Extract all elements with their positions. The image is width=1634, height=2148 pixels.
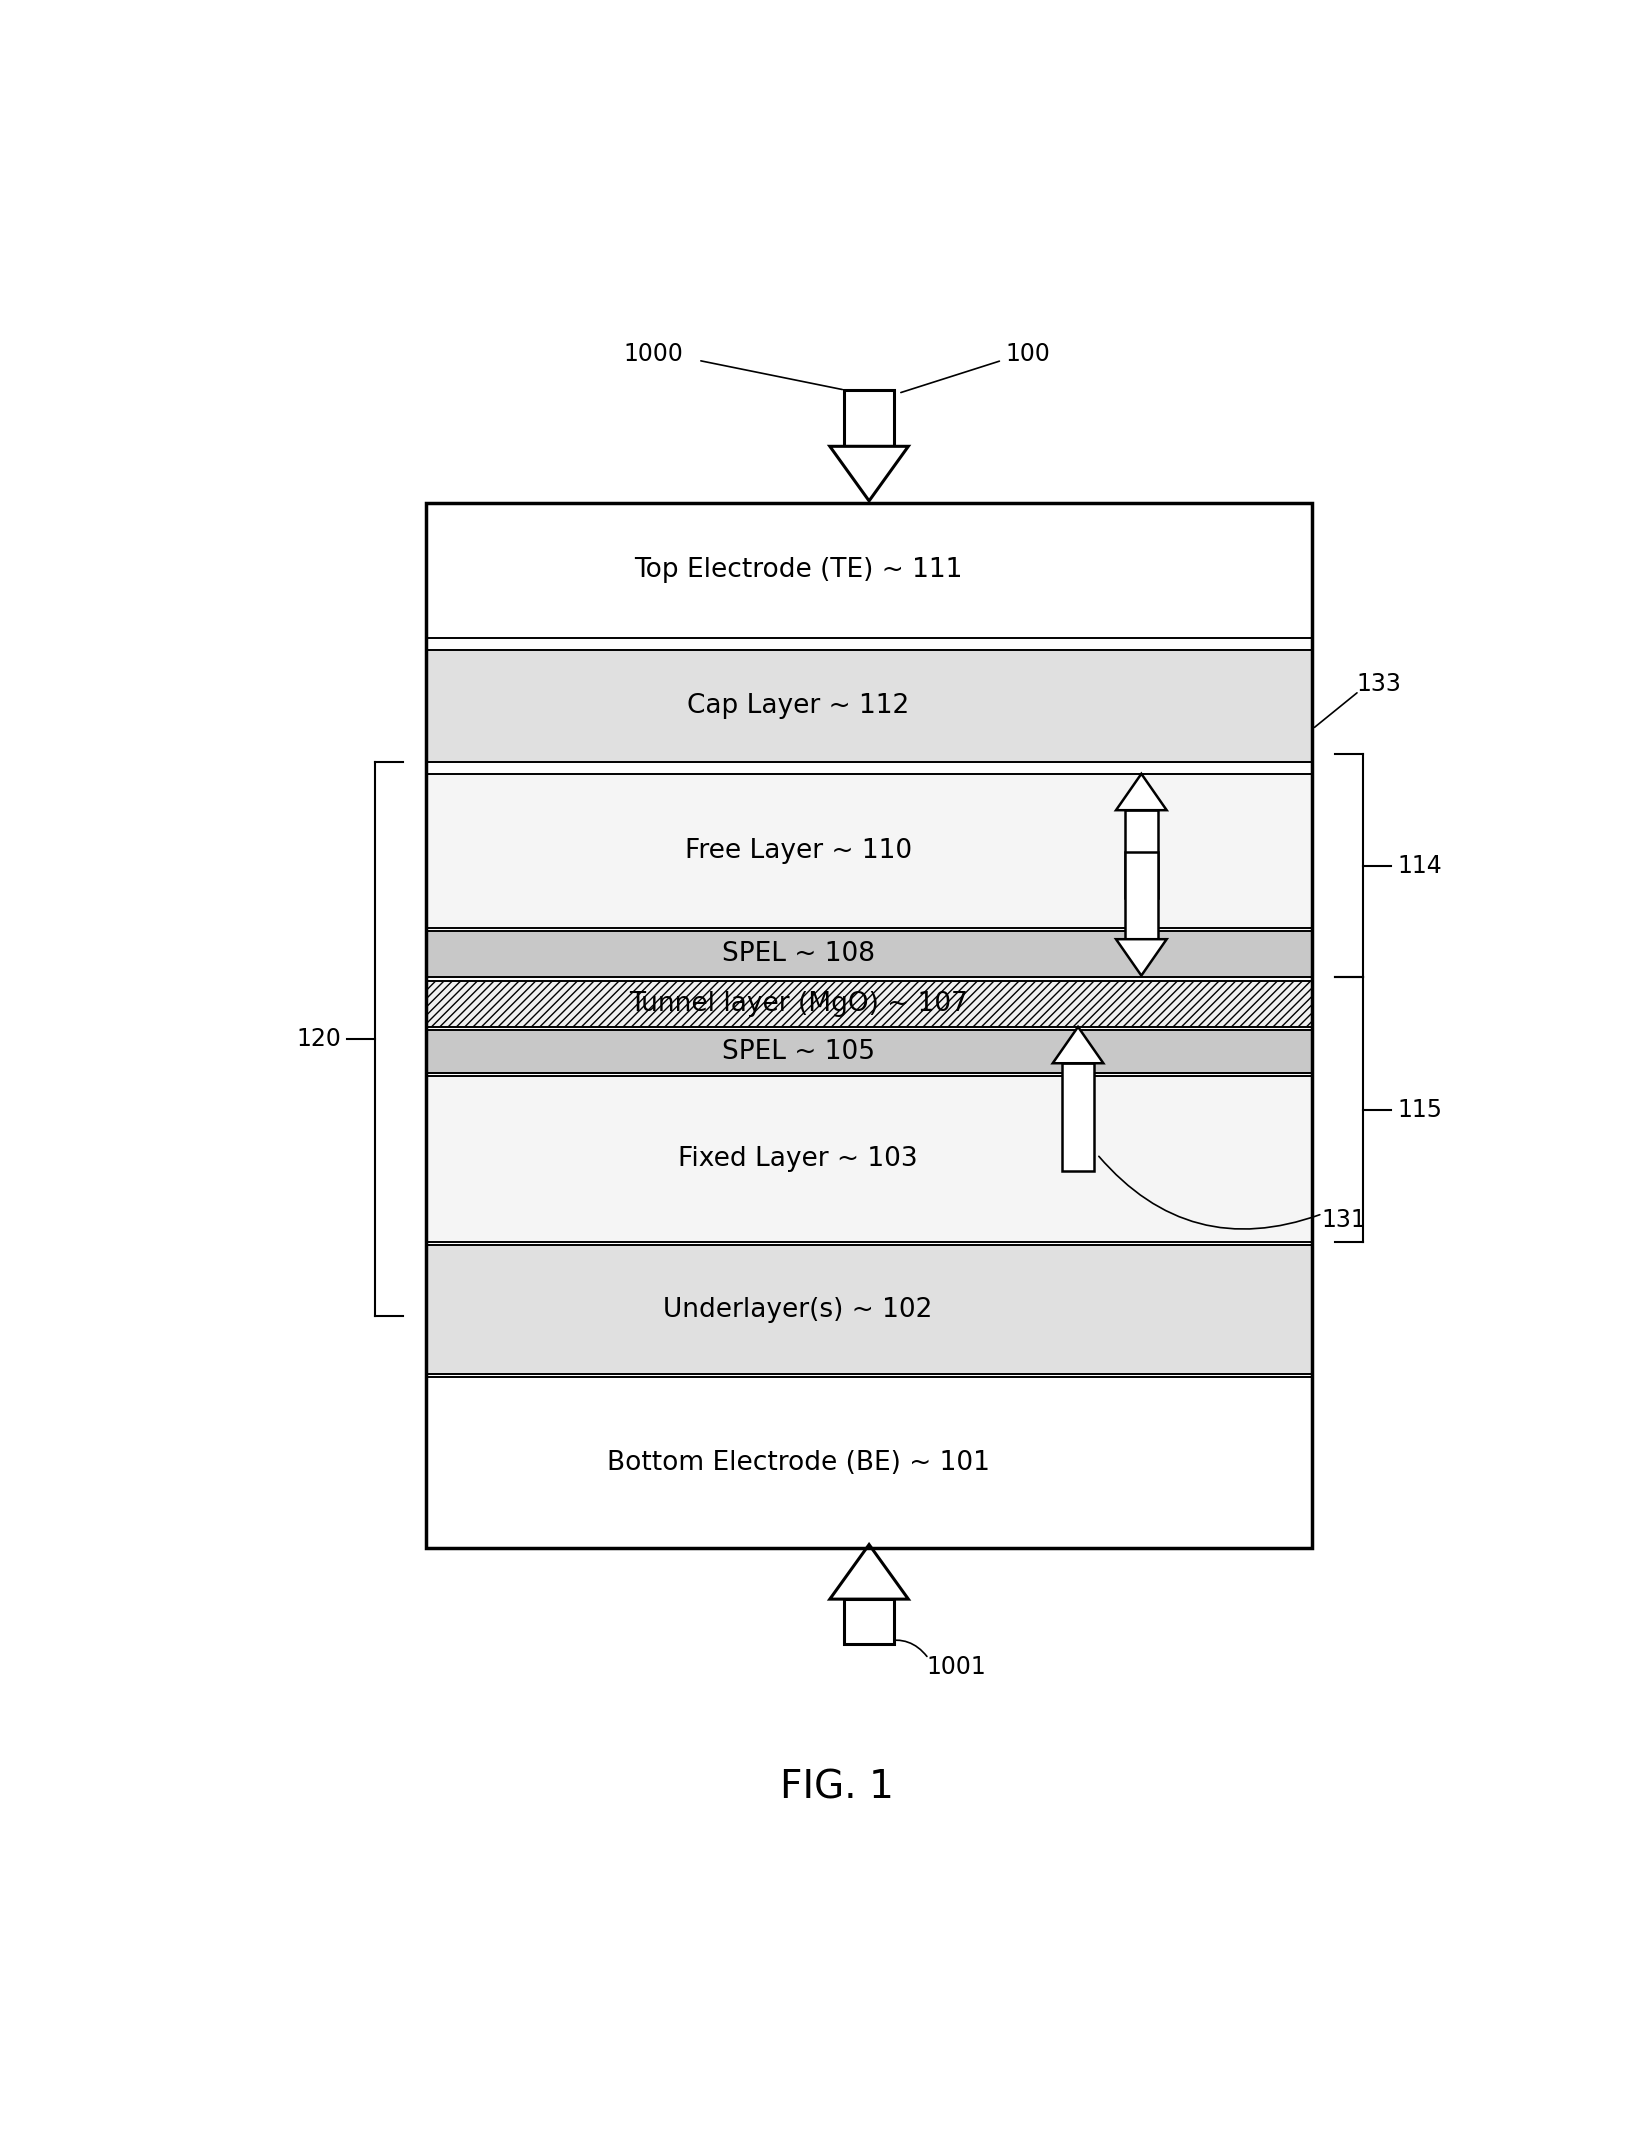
Text: Underlayer(s) ~ 102: Underlayer(s) ~ 102 [663,1297,933,1323]
Text: Free Layer ~ 110: Free Layer ~ 110 [685,838,912,863]
Text: Bottom Electrode (BE) ~ 101: Bottom Electrode (BE) ~ 101 [606,1450,990,1476]
Polygon shape [1116,939,1167,975]
Text: Top Electrode (TE) ~ 111: Top Electrode (TE) ~ 111 [634,556,962,584]
Text: FIG. 1: FIG. 1 [781,1768,894,1806]
Bar [426,979,1312,1027]
Text: 131: 131 [1322,1209,1366,1233]
Polygon shape [1126,810,1157,898]
Text: 114: 114 [1397,853,1441,879]
Polygon shape [1116,773,1167,810]
Text: 1000: 1000 [624,342,683,365]
Text: SPEL ~ 108: SPEL ~ 108 [722,941,874,967]
Bar [426,930,1312,977]
Polygon shape [1052,1027,1103,1063]
Bar [426,1031,1312,1074]
Bar [426,503,1312,1549]
Polygon shape [830,447,909,500]
Polygon shape [1126,851,1157,939]
Polygon shape [830,1544,909,1598]
Text: 115: 115 [1397,1098,1443,1121]
Text: 133: 133 [1356,672,1402,696]
Bar [426,979,1312,1027]
Bar [426,1377,1312,1549]
Text: Tunnel layer (MgO) ~ 107: Tunnel layer (MgO) ~ 107 [629,990,967,1016]
Bar [426,503,1312,638]
Text: SPEL ~ 105: SPEL ~ 105 [722,1040,874,1065]
Text: 120: 120 [296,1027,342,1050]
Polygon shape [1062,1063,1095,1171]
Bar [426,649,1312,763]
Bar [426,1246,1312,1375]
Text: 1001: 1001 [926,1654,985,1680]
Bar [426,1076,1312,1242]
Polygon shape [843,391,894,447]
Text: Fixed Layer ~ 103: Fixed Layer ~ 103 [678,1147,918,1173]
Polygon shape [843,1598,894,1643]
Bar [426,773,1312,928]
Text: 100: 100 [1005,342,1049,365]
Text: Cap Layer ~ 112: Cap Layer ~ 112 [686,694,909,720]
